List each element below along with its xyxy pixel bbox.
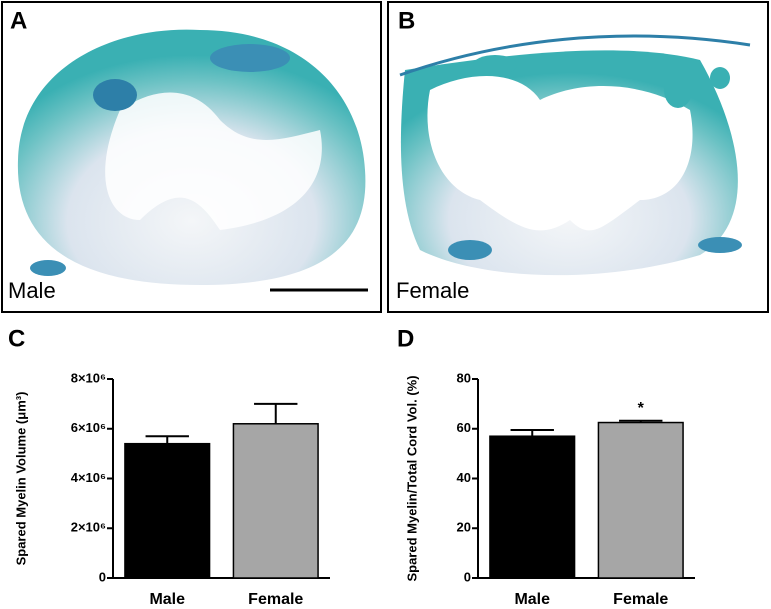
- y-tick-label: 2×10⁶: [71, 520, 106, 535]
- panel-letter: D: [397, 325, 414, 352]
- tissue-membrane: [399, 34, 751, 77]
- y-tick-label: 0: [99, 569, 106, 584]
- annotation: *: [638, 400, 645, 417]
- tissue-root: [710, 67, 730, 89]
- tissue-root: [448, 240, 492, 260]
- y-tick-label: 8×10⁶: [71, 370, 106, 385]
- bar: [489, 435, 576, 579]
- tissue-root: [93, 79, 137, 111]
- y-tick-label: 40: [457, 470, 471, 485]
- tissue-cavity: [105, 92, 322, 230]
- tissue-root: [664, 72, 692, 108]
- y-tick-label: 4×10⁶: [71, 470, 106, 485]
- panel-letter: A: [10, 7, 27, 34]
- y-axis-label: Spared Myelin/Total Cord Vol. (%): [404, 375, 419, 581]
- panel-label: Male: [8, 278, 56, 303]
- x-tick-label: Male: [514, 591, 550, 608]
- panel-b: B Female: [387, 1, 769, 313]
- x-tick-label: Female: [613, 591, 668, 608]
- panel-label: Female: [396, 278, 469, 303]
- tissue-root: [210, 44, 290, 72]
- panel-letter: C: [8, 325, 25, 352]
- bar: [232, 423, 319, 579]
- bar: [124, 442, 211, 579]
- y-tick-label: 0: [464, 569, 471, 584]
- y-axis-label: Spared Myelin Volume (μm³): [13, 392, 28, 566]
- tissue-cavity: [427, 76, 693, 231]
- y-tick-label: 20: [457, 520, 471, 535]
- x-tick-label: Female: [248, 591, 303, 608]
- x-tick-label: Male: [149, 591, 185, 608]
- panel-a: A Male: [1, 1, 382, 313]
- y-tick-label: 60: [457, 420, 471, 435]
- bar: [597, 421, 684, 579]
- tissue-root: [698, 237, 742, 253]
- panel-letter: B: [398, 7, 415, 34]
- tissue-root: [473, 55, 517, 75]
- y-tick-label: 6×10⁶: [71, 420, 106, 435]
- y-tick-label: 80: [457, 370, 471, 385]
- tissue-root: [30, 260, 66, 276]
